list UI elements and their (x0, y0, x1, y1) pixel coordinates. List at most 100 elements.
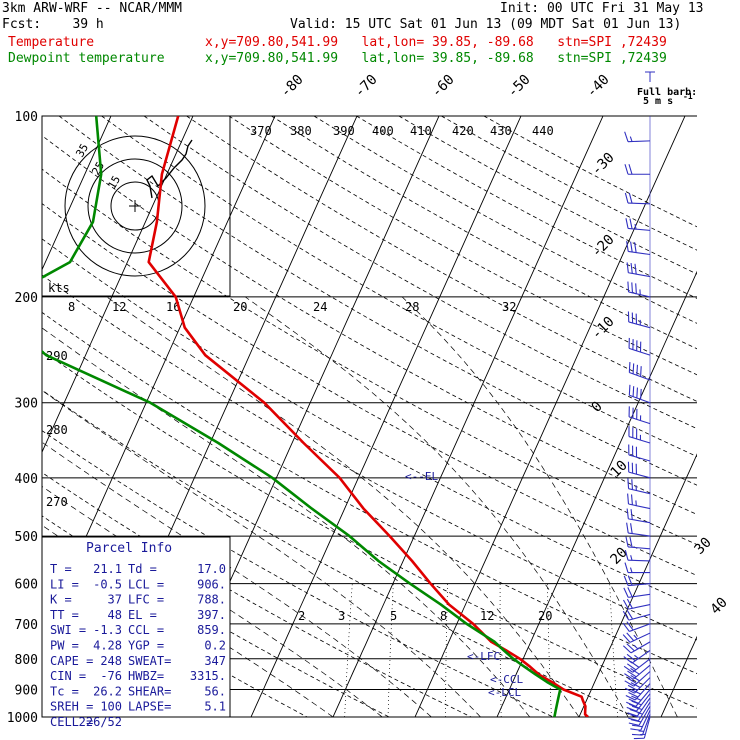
wind-barb (622, 598, 651, 610)
wind-barb (628, 444, 651, 462)
wind-barb (622, 632, 651, 643)
level-marker: <-LCL (488, 686, 521, 699)
mixing-ratio-label: 8 (440, 609, 447, 623)
mixing-ratio-line (387, 583, 394, 717)
parcel-value: 4.28 (93, 639, 122, 653)
parcel-row: PW = 4.28 YGP = 0.2 (50, 639, 226, 653)
parcel-key: EL = (128, 608, 157, 622)
wind-barb (627, 697, 651, 717)
isotherm-line (578, 453, 697, 717)
dry-adiabat (42, 274, 697, 641)
barb-legend-exponent: -1 (683, 92, 693, 101)
isotherm-label: 40 (708, 595, 731, 618)
mixing-ratio-label: 5 (390, 609, 397, 623)
parcel-key: LAPSE= (128, 700, 171, 714)
wind-speed-label: 20 (233, 300, 247, 314)
parcel-value: 17.0 (197, 562, 226, 576)
barb-legend-label: Full barb: (637, 87, 697, 98)
dry-adiabat (483, 116, 697, 228)
mixing-ratio-label: 20 (538, 609, 552, 623)
parcel-key: SREH = (50, 700, 93, 714)
wind-barb (627, 493, 651, 510)
model-title: 3km ARW-WRF -- NCAR/MMM (2, 1, 183, 16)
parcel-row: SREH = 100 LAPSE= 5.1 (50, 700, 226, 714)
wind-barb (623, 587, 651, 598)
dry-adiabat (101, 116, 697, 458)
level-marker: <-CCL (490, 673, 523, 686)
parcel-row: Tc = 26.2 SHEAR= 56. (50, 684, 226, 698)
isotherm-label: -30 (589, 150, 618, 179)
parcel-key: Tc = (50, 684, 79, 698)
isotherm-label: 30 (692, 535, 715, 558)
temperature-trace (147, 116, 589, 717)
temperature-legend: Temperature (8, 35, 95, 50)
wind-barb (627, 311, 651, 329)
wind-barb (628, 701, 651, 722)
dewpoint-legend: Dewpoint temperature (8, 51, 165, 66)
parcel-key: K = (50, 593, 72, 607)
dry-adiabat (271, 116, 697, 350)
isentrope-label: 290 (46, 349, 68, 363)
temperature-location: x,y=709.80,541.99 lat,lon= 39.85, -89.68… (205, 35, 667, 50)
wind-barb (628, 426, 651, 444)
parcel-value: 5.1 (204, 700, 226, 714)
isentrope-label: 440 (532, 124, 554, 138)
hodograph-frame (41, 115, 231, 297)
parcel-info-title: Parcel Info (86, 541, 172, 556)
parcel-key: CAPE = (50, 654, 93, 668)
isentrope-label: 280 (46, 423, 68, 437)
parcel-row: TT = 48 EL = 397. (50, 608, 226, 622)
wind-barb (626, 689, 651, 707)
parcel-value: 21.1 (93, 562, 122, 576)
pressure-label-900: 900 (15, 683, 38, 698)
wind-speed-label: 12 (112, 300, 126, 314)
isotherm-label: -60 (429, 72, 458, 101)
dry-adiabat (228, 116, 697, 376)
wind-barb (622, 641, 651, 654)
mixing-ratio-label: 12 (480, 609, 494, 623)
wind-barb (624, 164, 650, 175)
isentrope-label: 270 (46, 495, 68, 509)
wind-barb (628, 384, 651, 404)
pressure-label-800: 800 (15, 653, 38, 668)
wind-barb (624, 549, 651, 562)
parcel-key: HWBZ= (128, 669, 164, 683)
wind-barb (627, 281, 651, 298)
parcel-key: CCL = (128, 623, 164, 637)
init-time: Init: 00 UTC Fri 31 May 13 (500, 1, 704, 16)
parcel-value: 56. (204, 684, 226, 698)
parcel-value: 0.2 (204, 639, 226, 653)
parcel-value: 226/52 (79, 715, 122, 729)
parcel-value: -1.3 (93, 623, 122, 637)
parcel-key: LFC = (128, 593, 164, 607)
parcel-value: 3315. (190, 669, 226, 683)
isotherm-label: -20 (589, 232, 618, 261)
wind-barb (623, 575, 651, 587)
parcel-key: SWEAT= (128, 654, 171, 668)
parcel-value: 248 (100, 654, 122, 668)
wind-barb (627, 478, 651, 495)
parcel-key: LCL = (128, 577, 164, 591)
moist-adiabat (244, 296, 629, 717)
wind-speed-label: 24 (313, 300, 327, 314)
wind-barb (624, 192, 651, 205)
wind-barb (628, 362, 651, 381)
isentrope-label: 390 (333, 124, 355, 138)
barb-legend-value: 5 m s (643, 96, 673, 107)
isentrope-label: 380 (290, 124, 312, 138)
mixing-ratio-label: 3 (338, 609, 345, 623)
parcel-row: CELL =226/52 (50, 715, 122, 729)
parcel-key: YGP = (128, 639, 164, 653)
parcel-row: T = 21.1 Td = 17.0 (50, 562, 226, 576)
isotherm-label: -70 (352, 72, 381, 101)
dry-adiabat (398, 116, 697, 275)
isotherm-line (332, 116, 604, 717)
wind-barb (626, 241, 651, 256)
pressure-label-200: 200 (15, 291, 38, 306)
isotherm-line (414, 116, 686, 717)
pressure-label-300: 300 (15, 397, 38, 412)
dewpoint-location: x,y=709.80,541.99 lat,lon= 39.85, -89.68… (205, 51, 667, 66)
isotherm-line (660, 635, 697, 717)
parcel-value: -0.5 (93, 577, 122, 591)
wind-barb (623, 658, 651, 673)
